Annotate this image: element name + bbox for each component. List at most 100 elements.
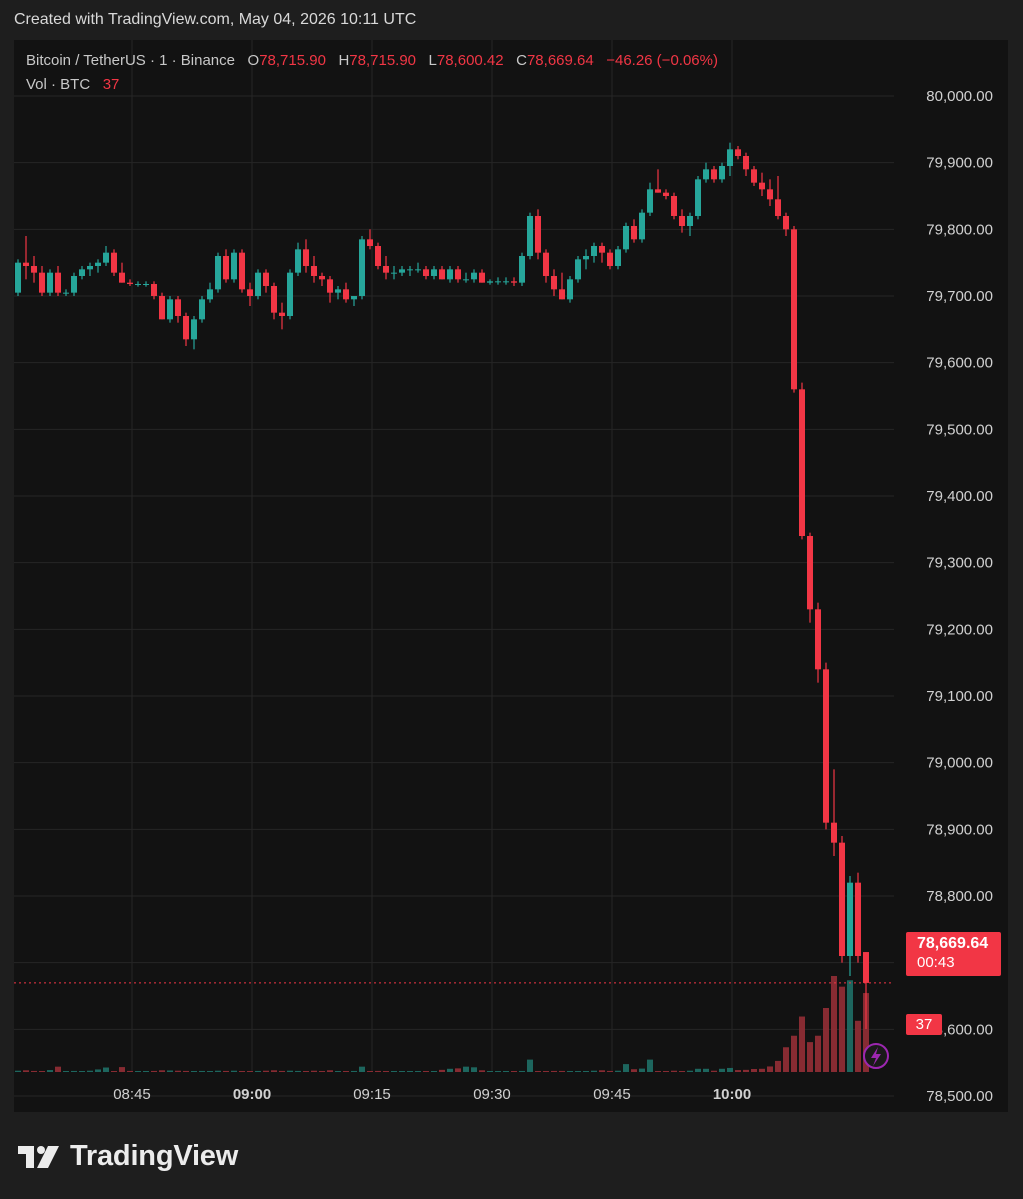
candle-body <box>47 272 53 293</box>
tradingview-brand: TradingView <box>70 1140 239 1172</box>
volume-bar <box>431 1071 437 1072</box>
candle-body <box>607 252 613 266</box>
volume-bar <box>247 1071 253 1072</box>
volume-bar <box>111 1071 117 1072</box>
volume-bar <box>551 1070 557 1072</box>
candle-body <box>391 272 397 274</box>
candle-body <box>599 246 605 253</box>
volume-bar <box>487 1071 493 1072</box>
candle-body <box>399 269 405 273</box>
volume-bar <box>759 1068 765 1072</box>
candle-body <box>311 266 317 276</box>
volume-bar <box>303 1071 309 1072</box>
candle-body <box>711 169 717 180</box>
candle-body <box>471 272 477 280</box>
volume-bar <box>631 1069 637 1072</box>
candle-body <box>31 266 37 273</box>
y-tick-label: 79,900.00 <box>926 155 993 172</box>
volume-bar <box>39 1071 45 1072</box>
high-label: H <box>338 52 350 69</box>
candle-body <box>535 216 541 253</box>
candle-body <box>135 284 141 285</box>
volume-bar <box>271 1070 277 1072</box>
candle-body <box>167 299 173 320</box>
chart-area[interactable]: 80,000.00 79,900.00 79,800.00 79,700.00 79,6… <box>14 40 1008 1112</box>
candle-body <box>239 252 245 290</box>
candle-body <box>303 249 309 266</box>
volume-bar <box>263 1070 269 1072</box>
y-tick-label: 78,500.00 <box>926 1088 993 1105</box>
volume-bars <box>15 976 869 1072</box>
candle-body <box>111 252 117 273</box>
candle-body <box>287 272 293 316</box>
candle-body <box>15 262 21 293</box>
x-tick-label: 08:45 <box>113 1086 151 1103</box>
candle-body <box>103 252 109 263</box>
candle-body <box>95 262 101 266</box>
candles <box>15 142 869 1030</box>
volume-bar <box>519 1070 525 1072</box>
candle-body <box>335 289 341 293</box>
volume-bar <box>343 1071 349 1072</box>
change-value: −46.26 (−0.06%) <box>606 52 718 69</box>
candle-body <box>695 179 701 216</box>
volume-bar <box>671 1070 677 1072</box>
volume-bar <box>23 1070 29 1072</box>
volume-bar <box>439 1069 445 1072</box>
volume-bar <box>607 1070 613 1072</box>
candle-body <box>735 149 741 156</box>
volume-bar <box>231 1070 237 1072</box>
candle-body <box>799 389 805 536</box>
volume-bar <box>359 1066 365 1072</box>
volume-bar <box>663 1071 669 1072</box>
volume-bar <box>223 1070 229 1072</box>
lightning-icon[interactable] <box>863 1043 889 1069</box>
volume-bar <box>719 1068 725 1072</box>
volume-bar <box>199 1070 205 1072</box>
candle-body <box>215 256 221 290</box>
candle-body <box>367 239 373 246</box>
current-price: 78,669.64 <box>917 935 989 952</box>
symbol-label[interactable]: Bitcoin / TetherUS · 1 · Binance <box>26 52 235 69</box>
candle-body <box>551 276 557 290</box>
volume-bar <box>679 1071 685 1072</box>
candle-body <box>71 276 77 293</box>
overlays <box>14 982 894 1069</box>
volume-bar <box>191 1071 197 1072</box>
current-price-badge: 78,669.64 00:43 <box>906 932 1001 976</box>
candle-body <box>255 272 261 296</box>
volume-bar <box>295 1070 301 1072</box>
candle-body <box>767 189 773 200</box>
volume-bar <box>783 1047 789 1072</box>
volume-bar <box>847 980 853 1072</box>
volume-bar <box>119 1067 125 1072</box>
volume-bar <box>711 1070 717 1072</box>
volume-bar <box>703 1068 709 1072</box>
x-tick-label: 09:15 <box>353 1086 391 1103</box>
y-tick-label: 79,800.00 <box>926 221 993 238</box>
candle-body <box>327 279 333 293</box>
volume-bar <box>71 1070 77 1072</box>
high-value: 78,715.90 <box>349 52 417 69</box>
volume-bar <box>743 1069 749 1072</box>
candle-body <box>447 269 453 280</box>
volume-bar <box>503 1071 509 1072</box>
candle-body <box>87 266 93 270</box>
candle-body <box>519 256 525 283</box>
x-tick-label: 09:30 <box>473 1086 511 1103</box>
candle-body <box>279 312 285 316</box>
close-value: 78,669.64 <box>526 52 594 69</box>
volume-bar <box>831 976 837 1072</box>
candle-body <box>815 609 821 670</box>
candle-body <box>143 284 149 285</box>
candlestick-chart[interactable]: 80,000.00 79,900.00 79,800.00 79,700.00 79,6… <box>14 40 1008 1112</box>
volume-legend[interactable]: Vol · BTC 37 <box>26 76 119 93</box>
candle-body <box>231 252 237 280</box>
volume-bar <box>391 1071 397 1072</box>
candle-body <box>55 272 61 293</box>
candle-body <box>751 169 757 183</box>
candle-body <box>199 299 205 320</box>
lightning-icon-bolt <box>871 1047 881 1066</box>
tradingview-logo[interactable]: TradingView <box>18 1140 238 1173</box>
volume-bar <box>791 1035 797 1072</box>
